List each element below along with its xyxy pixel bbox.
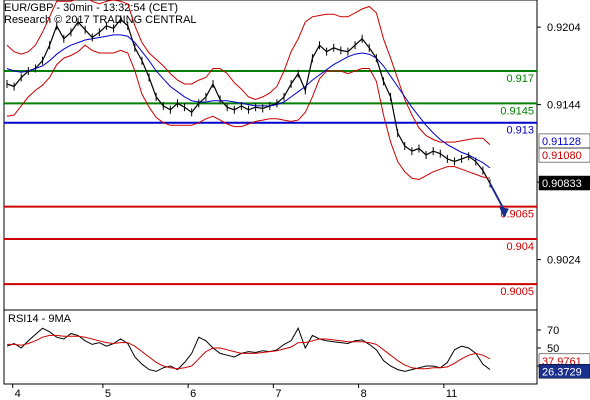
rsi-y-tick-label: 70 bbox=[547, 325, 559, 337]
lower-band-value-text: 0.91080 bbox=[542, 150, 582, 162]
price-line bbox=[6, 18, 491, 184]
current-price-box bbox=[538, 175, 590, 191]
rsi-value-text: 26.3729 bbox=[542, 366, 582, 378]
chart-title: EUR/GBP - 30min - 13:32:54 (CET) bbox=[4, 2, 179, 14]
x-tick-label: 5 bbox=[105, 388, 111, 400]
current-price-text: 0.90833 bbox=[542, 178, 582, 190]
rsi-y-tick-label: 50 bbox=[547, 343, 559, 355]
moving-average-line bbox=[6, 34, 491, 169]
level-label-resistance: 0.9145 bbox=[500, 105, 534, 117]
rsi-line bbox=[6, 327, 491, 372]
level-label-support: 0.904 bbox=[506, 241, 534, 253]
projection-arrow-line bbox=[489, 182, 505, 211]
level-label-support: 0.9005 bbox=[500, 286, 534, 298]
lower-band-value-box bbox=[538, 147, 590, 163]
x-tick-label: 7 bbox=[275, 388, 281, 400]
x-tick-label: 4 bbox=[15, 388, 21, 400]
price-y-tick-label: 0.9204 bbox=[547, 22, 581, 34]
rsi-ma-line bbox=[7, 334, 491, 370]
rsi-value-box bbox=[538, 364, 590, 379]
bollinger-upper-line bbox=[6, 0, 491, 146]
x-tick-label: 6 bbox=[190, 388, 196, 400]
rsi-panel-label: RSI14 - 9MA bbox=[8, 313, 72, 325]
bollinger-lower-line bbox=[6, 44, 491, 181]
level-label-pivot: 0.913 bbox=[506, 125, 534, 137]
x-tick-label: 11 bbox=[446, 388, 457, 400]
price-y-tick-label: 0.9144 bbox=[547, 100, 581, 112]
level-label-support: 0.9065 bbox=[500, 209, 534, 221]
x-tick-label: 8 bbox=[361, 388, 367, 400]
rsi-panel-frame bbox=[3, 309, 538, 385]
upper-band-value-text: 0.91128 bbox=[542, 136, 581, 148]
projection-arrow-head bbox=[499, 206, 509, 218]
level-label-resistance: 0.917 bbox=[506, 73, 534, 85]
price-y-tick-label: 0.9024 bbox=[547, 255, 581, 267]
chart-copyright: Research © 2017 TRADING CENTRAL bbox=[4, 14, 197, 26]
